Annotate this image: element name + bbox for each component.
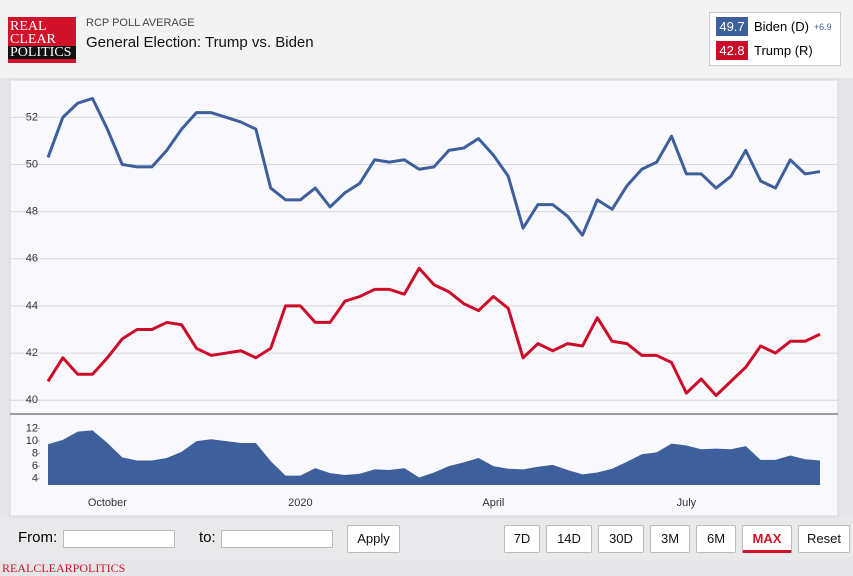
range-button[interactable]: 7D xyxy=(504,525,540,553)
chart-title: General Election: Trump vs. Biden xyxy=(86,34,314,51)
range-button[interactable]: 3M xyxy=(650,525,690,553)
legend-value: 49.7 xyxy=(716,17,748,36)
y-tick-label: 12 xyxy=(26,422,38,434)
y-tick-label: 4 xyxy=(32,473,38,485)
x-tick-label: April xyxy=(482,497,504,509)
logo: REAL CLEAR POLITICS xyxy=(8,17,76,63)
legend-item: 49.7 Biden (D) +6.9 xyxy=(716,17,832,36)
controls: From: to: Apply 7D 14D 30D 3M 6M MAX Reset xyxy=(0,518,853,560)
from-label: From: xyxy=(18,529,58,546)
legend: 49.7 Biden (D) +6.9 42.8 Trump (R) xyxy=(709,12,841,66)
range-button[interactable]: Reset xyxy=(798,525,850,553)
footer: REALCLEARPOLITICS xyxy=(2,561,126,575)
logo-text: REAL xyxy=(10,19,47,34)
x-tick-label: 2020 xyxy=(288,497,312,509)
y-tick-label: 42 xyxy=(26,347,38,359)
legend-value: 42.8 xyxy=(716,41,748,60)
to-input[interactable] xyxy=(221,530,333,548)
series-line xyxy=(46,97,821,237)
y-tick-label: 8 xyxy=(32,448,38,460)
legend-name: Trump (R) xyxy=(754,43,813,58)
logo-text: CLEAR xyxy=(10,32,56,47)
header: REAL CLEAR POLITICS RCP POLL AVERAGE Gen… xyxy=(0,0,853,78)
apply-button[interactable]: Apply xyxy=(347,525,400,553)
y-tick-label: 44 xyxy=(26,300,38,312)
to-label: to: xyxy=(199,529,216,546)
legend-name: Biden (D) xyxy=(754,19,809,34)
plot-area xyxy=(9,79,839,517)
y-tick-label: 52 xyxy=(26,111,38,123)
x-tick-label: October xyxy=(88,497,127,509)
y-tick-label: 6 xyxy=(32,460,38,472)
x-tick-label: July xyxy=(677,497,697,509)
y-tick-label: 50 xyxy=(26,158,38,170)
y-tick-label: 46 xyxy=(26,253,38,265)
spread-area xyxy=(48,430,820,485)
chart-label: RCP POLL AVERAGE xyxy=(86,17,195,29)
range-button[interactable]: 30D xyxy=(598,525,644,553)
legend-item: 42.8 Trump (R) xyxy=(716,41,813,60)
series-line xyxy=(46,266,821,397)
range-button[interactable]: 6M xyxy=(696,525,736,553)
y-tick-label: 48 xyxy=(26,206,38,218)
logo-text: POLITICS xyxy=(8,46,76,60)
range-button[interactable]: MAX xyxy=(742,525,792,553)
from-input[interactable] xyxy=(63,530,175,548)
legend-lead: +6.9 xyxy=(813,21,832,32)
y-tick-label: 40 xyxy=(26,394,38,406)
range-button[interactable]: 14D xyxy=(546,525,592,553)
y-tick-label: 10 xyxy=(26,435,38,447)
